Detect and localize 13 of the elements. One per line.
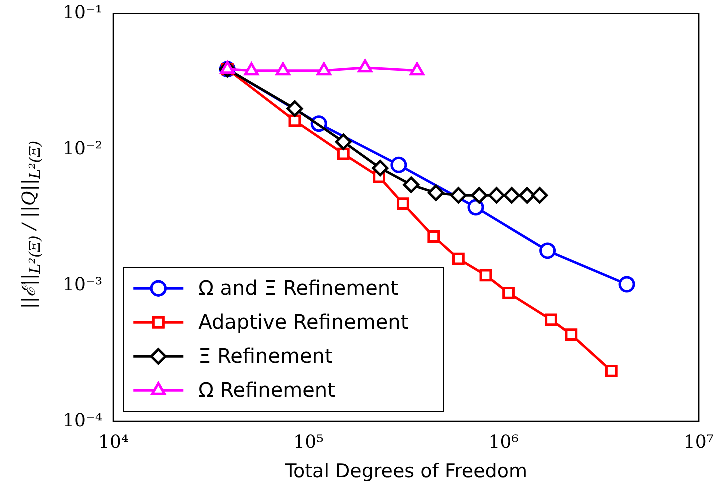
x-tick-label: 10⁴ — [98, 432, 129, 454]
legend-label: Adaptive Refinement — [198, 310, 409, 334]
legend-label: Ω Refinement — [198, 378, 336, 402]
legend-label: Ω and Ξ Refinement — [198, 276, 399, 300]
x-axis-title: Total Degrees of Freedom — [284, 460, 528, 483]
x-tick-label: 10⁵ — [294, 432, 324, 454]
x-tick-label: 10⁷ — [684, 432, 714, 454]
x-tick-label: 10⁶ — [488, 432, 519, 454]
y-tick-label: 10⁻⁴ — [62, 410, 103, 432]
y-tick-label: 10⁻¹ — [62, 2, 103, 24]
y-tick-label: 10⁻² — [62, 138, 103, 160]
legend-label: Ξ Refinement — [198, 344, 333, 368]
y-tick-label: 10⁻³ — [62, 274, 103, 296]
